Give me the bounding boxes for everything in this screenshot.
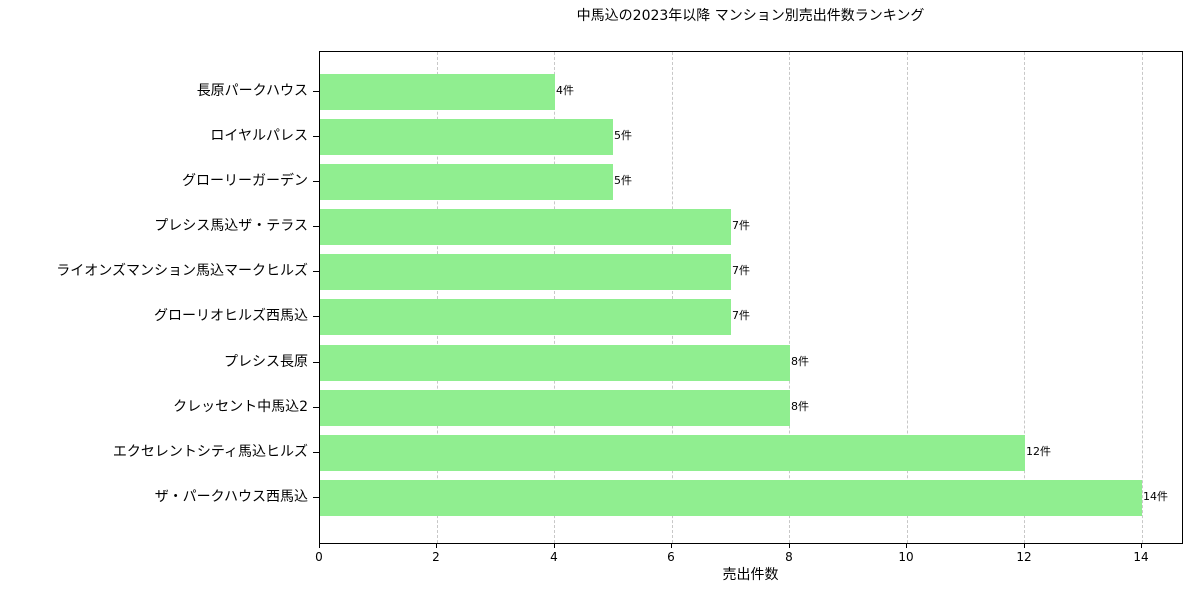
bar-value-label: 8件 [791,355,809,368]
gridline-2 [437,52,438,543]
bar-value-label: 5件 [614,129,632,142]
y-tick [313,407,319,408]
y-tick-label: プレシス長原 [224,354,308,370]
y-tick-label: エクセレントシティ馬込ヒルズ [112,444,308,460]
y-tick [313,316,319,317]
x-tick-label: 12 [1016,550,1032,564]
bar-value-label: 7件 [732,309,750,322]
plot-area: 4件 5件 5件 7件 7件 7件 8件 8件 12件 14件 [319,51,1183,544]
y-tick [313,181,319,182]
bar-value-label: 14件 [1143,490,1168,503]
bar-value-label: 7件 [732,264,750,277]
x-tick-label: 2 [432,550,440,564]
y-tick [313,497,319,498]
bar [320,480,1142,516]
y-tick-label: ライオンズマンション馬込マークヒルズ [56,263,308,279]
bar [320,254,731,290]
x-tick [789,543,790,548]
bar-value-label: 8件 [791,400,809,413]
gridline-8 [789,52,790,543]
x-tick-label: 6 [667,550,675,564]
y-tick-label: クレッセント中馬込2 [173,399,308,415]
chart-title: 中馬込の2023年以降 マンション別売出件数ランキング [576,8,925,24]
y-tick [313,271,319,272]
x-axis-label: 売出件数 [722,567,779,583]
x-tick [554,543,555,548]
x-tick-label: 8 [785,550,793,564]
y-tick-label: プレシス馬込ザ・テラス [154,218,308,234]
y-tick [313,136,319,137]
x-tick-label: 10 [898,550,914,564]
bar-value-label: 4件 [556,84,574,97]
y-tick [313,226,319,227]
x-tick [671,543,672,548]
y-tick-label: グローリオヒルズ西馬込 [154,308,308,324]
x-tick [1141,543,1142,548]
x-tick [906,543,907,548]
bar [320,209,731,245]
bar-value-label: 7件 [732,219,750,232]
x-tick [1024,543,1025,548]
bar [320,345,790,381]
y-tick-label: ザ・パークハウス西馬込 [154,489,308,505]
bar-value-label: 5件 [614,174,632,187]
gridline-4 [554,52,555,543]
bar-value-label: 12件 [1026,445,1051,458]
x-tick [319,543,320,548]
gridline-10 [907,52,908,543]
bar [320,299,731,335]
x-tick [436,543,437,548]
bar [320,74,555,110]
bar [320,119,613,155]
bar [320,390,790,426]
y-tick [313,362,319,363]
bar [320,164,613,200]
y-tick-label: グローリーガーデン [182,173,308,189]
y-tick-label: 長原パークハウス [196,83,308,99]
y-tick [313,91,319,92]
bar [320,435,1025,471]
x-tick-label: 14 [1133,550,1149,564]
gridline-12 [1024,52,1025,543]
x-tick-label: 4 [550,550,558,564]
gridline-6 [672,52,673,543]
x-tick-label: 0 [315,550,323,564]
y-tick [313,452,319,453]
gridline-14 [1142,52,1143,543]
y-tick-label: ロイヤルパレス [210,128,308,144]
